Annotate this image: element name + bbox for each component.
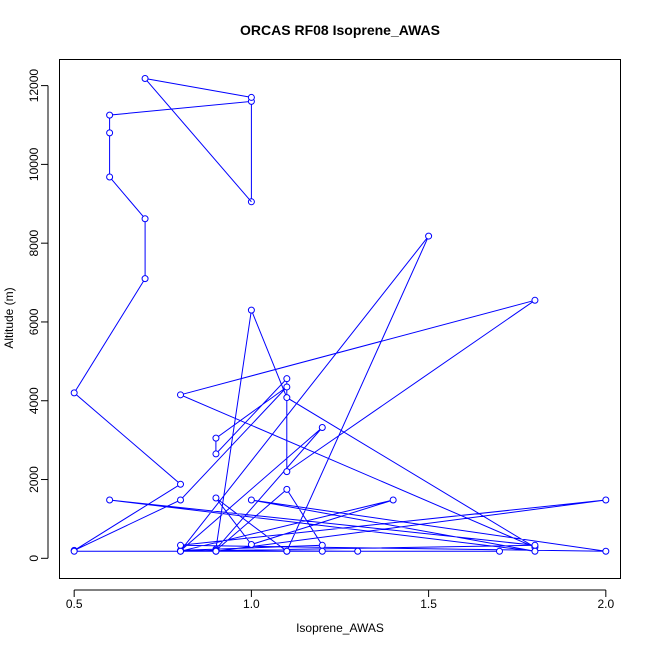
data-point xyxy=(177,547,185,555)
data-point xyxy=(354,547,362,555)
data-point xyxy=(531,296,539,304)
data-point xyxy=(177,496,185,504)
x-axis-label: Isoprene_AWAS xyxy=(296,621,384,635)
data-point xyxy=(247,496,255,504)
data-point xyxy=(177,391,185,399)
data-point xyxy=(531,547,539,555)
y-tick-label: 2000 xyxy=(27,466,41,493)
data-point xyxy=(247,93,255,101)
data-point xyxy=(602,496,610,504)
data-point xyxy=(318,547,326,555)
series-line xyxy=(144,78,252,98)
data-point xyxy=(70,547,78,555)
series-layer xyxy=(70,75,610,555)
x-tick-label: 1.5 xyxy=(420,597,437,611)
y-tick-label: 4000 xyxy=(27,387,41,414)
data-point xyxy=(247,306,255,314)
data-point xyxy=(495,547,503,555)
data-point xyxy=(106,129,114,137)
data-point xyxy=(602,547,610,555)
data-point xyxy=(141,75,149,83)
data-point xyxy=(177,541,185,549)
data-point xyxy=(106,496,114,504)
data-point xyxy=(389,496,397,504)
data-point xyxy=(141,215,149,223)
x-tick-label: 1.0 xyxy=(243,597,260,611)
data-point xyxy=(106,173,114,181)
y-axis: 0 2000 4000 6000 8000 10000 12000 xyxy=(27,69,49,562)
y-tick-label: 10000 xyxy=(27,147,41,181)
y-tick-label: 6000 xyxy=(27,308,41,335)
data-point xyxy=(283,383,291,391)
data-point xyxy=(283,394,291,402)
data-point xyxy=(283,547,291,555)
data-point xyxy=(212,450,220,458)
data-point xyxy=(212,434,220,442)
data-point xyxy=(177,480,185,488)
data-point xyxy=(283,485,291,493)
data-point xyxy=(318,424,326,432)
data-point xyxy=(283,468,291,476)
data-point xyxy=(531,541,539,549)
y-tick-label: 8000 xyxy=(27,230,41,257)
data-point xyxy=(283,375,291,383)
data-point xyxy=(212,547,220,555)
data-point xyxy=(425,232,433,240)
data-point xyxy=(212,494,220,502)
data-point xyxy=(70,389,78,397)
y-tick-label: 0 xyxy=(27,555,41,562)
data-point xyxy=(141,275,149,283)
plot-frame xyxy=(59,59,621,579)
y-axis-label: Altitude (m) xyxy=(2,287,16,348)
series-line xyxy=(144,78,252,203)
x-axis: 0.5 1.0 1.5 2.0 xyxy=(66,589,614,611)
data-point xyxy=(247,541,255,549)
chart-title: ORCAS RF08 Isoprene_AWAS xyxy=(240,22,440,38)
data-point xyxy=(318,541,326,549)
data-point xyxy=(106,111,114,119)
y-tick-label: 12000 xyxy=(27,69,41,103)
x-tick-label: 2.0 xyxy=(597,597,614,611)
x-tick-label: 0.5 xyxy=(66,597,83,611)
